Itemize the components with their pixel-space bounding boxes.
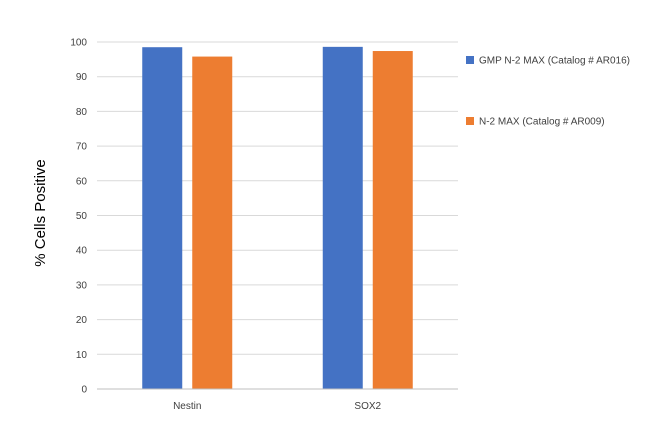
y-tick-label: 70 [76,142,88,153]
y-tick-label: 0 [81,385,87,396]
bar-sox2-series-1 [322,46,363,389]
y-tick-label: 80 [76,107,88,118]
y-tick-label: 10 [76,350,88,361]
x-tick-label: Nestin [173,401,201,412]
y-axis-label: % Cells Positive [32,159,49,267]
bar-nestin-series-2 [192,56,233,389]
bar-nestin-series-1 [142,47,183,390]
legend-swatch [466,56,474,64]
y-tick-labels: 0 10 20 30 40 50 60 70 80 90 100 [70,38,87,396]
bars [142,46,413,390]
y-tick-label: 100 [70,38,87,49]
y-tick-label: 30 [76,280,88,291]
y-tick-label: 20 [76,315,88,326]
legend: GMP N-2 MAX (Catalog # AR016) N-2 MAX (Ca… [466,56,630,128]
x-tick-labels: Nestin SOX2 [173,401,381,412]
legend-swatch [466,117,474,125]
bar-sox2-series-2 [372,51,413,389]
y-tick-label: 50 [76,211,88,222]
y-tick-label: 40 [76,246,88,257]
y-tick-label: 90 [76,72,88,83]
y-tick-label: 60 [76,176,88,187]
x-tick-label: SOX2 [354,401,381,412]
legend-label: GMP N-2 MAX (Catalog # AR016) [479,56,630,67]
legend-label: N-2 MAX (Catalog # AR009) [479,117,605,128]
